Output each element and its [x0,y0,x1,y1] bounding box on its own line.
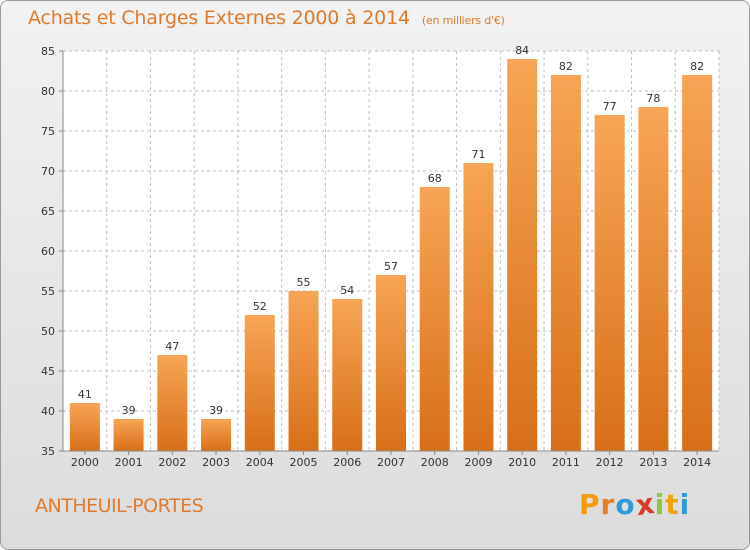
bar-2010 [507,59,538,451]
x-tick-label: 2004 [246,456,274,469]
bar-2004 [244,315,275,451]
x-tick-label: 2012 [596,456,624,469]
y-tick-label: 65 [41,205,55,218]
value-label: 78 [646,92,660,105]
value-label: 68 [428,172,442,185]
chart-title: Achats et Charges Externes 2000 à 2014 (e… [28,7,505,29]
logo-letter: i [679,488,691,521]
logo-letter: t [665,488,680,521]
bar-2013 [638,107,669,451]
commune-name: ANTHEUIL-PORTES [35,495,204,517]
y-tick-label: 75 [41,125,55,138]
bar-2008 [419,187,450,451]
logo-letter: x [633,486,657,523]
x-tick-label: 2007 [377,456,405,469]
y-tick-label: 60 [41,245,55,258]
bar-2009 [463,163,494,451]
x-tick-label: 2001 [115,456,143,469]
bar-2002 [157,355,188,451]
bar-2014 [682,75,713,451]
unit-label: (en milliers d'€) [421,14,505,27]
value-label: 41 [78,388,92,401]
x-tick-label: 2003 [202,456,230,469]
value-label: 57 [384,260,398,273]
label-layer: 41 39 47 39 52 55 54 57 68 71 84 82 77 78 82 [78,44,704,417]
y-tick-label: 45 [41,365,55,378]
y-tick-label: 85 [41,45,55,58]
value-label: 54 [340,284,354,297]
bar-2001 [113,419,144,451]
x-tick-label: 2008 [421,456,449,469]
y-tick-label: 80 [41,85,55,98]
y-tick-label: 55 [41,285,55,298]
value-label: 82 [559,60,573,73]
bar-2003 [201,419,232,451]
value-label: 52 [253,300,267,313]
proxiti-logo: Proxiti [579,486,691,523]
x-tick-label: 2014 [683,456,711,469]
bar-layer [69,59,713,451]
y-tick-label: 70 [41,165,55,178]
bar-2006 [332,299,363,451]
value-label: 39 [209,404,223,417]
y-tick-label: 35 [41,445,55,458]
logo-letter: P [579,488,601,521]
x-tick-label: 2006 [333,456,361,469]
x-tick-label: 2013 [639,456,667,469]
value-label: 71 [471,148,485,161]
logo-letter: i [654,488,666,521]
x-tick-label: 2011 [552,456,580,469]
bar-2000 [69,403,100,451]
value-label: 77 [603,100,617,113]
bar-2007 [376,275,406,451]
value-label: 39 [122,404,136,417]
bar-2005 [288,291,319,451]
logo-letter: r [600,488,616,521]
value-label: 47 [165,340,179,353]
y-tick-label: 40 [41,405,55,418]
x-tick-label: 2009 [464,456,492,469]
bar-2011 [550,75,581,451]
y-tick-label: 50 [41,325,55,338]
value-label: 55 [297,276,311,289]
logo-letter: o [615,488,636,521]
title-text: Achats et Charges Externes 2000 à 2014 [28,7,410,29]
x-tick-label: 2002 [158,456,186,469]
value-label: 82 [690,60,704,73]
value-label: 84 [515,44,529,57]
bar-2012 [594,115,625,451]
x-tick-label: 2010 [508,456,536,469]
axis-layer: 35 40 45 50 55 60 65 70 75 80 85 2000 2001 2002 2003 20… [41,45,719,469]
x-tick-label: 2000 [71,456,99,469]
x-tick-label: 2005 [290,456,318,469]
